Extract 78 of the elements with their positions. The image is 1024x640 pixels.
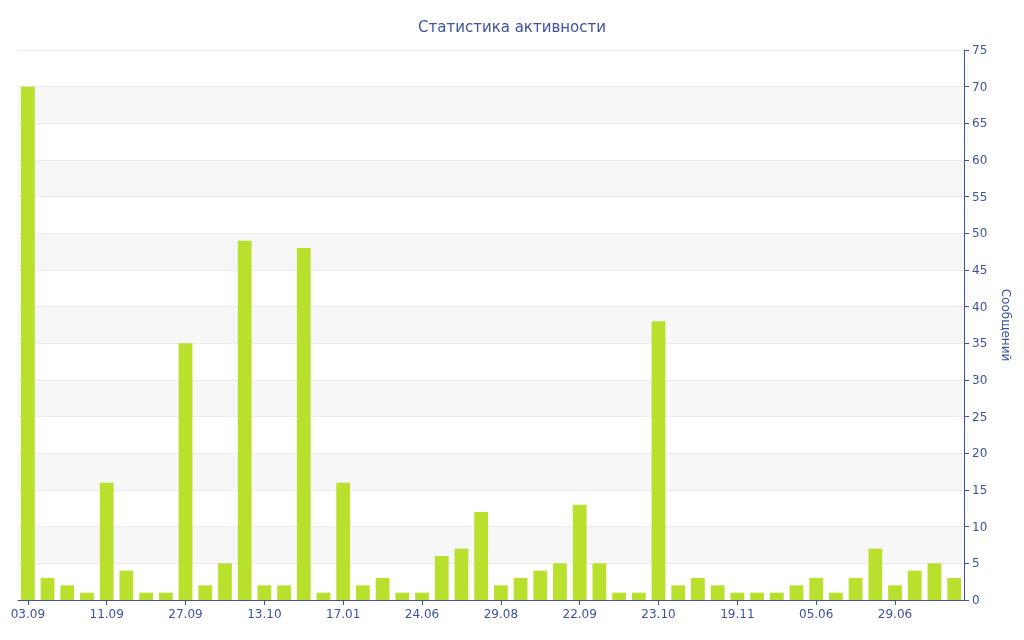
bar bbox=[454, 548, 469, 600]
y-tick-label: 65 bbox=[972, 116, 988, 131]
y-tick-label: 0 bbox=[972, 593, 980, 607]
y-tick-label: 30 bbox=[972, 373, 988, 387]
y-tick-label: 40 bbox=[972, 299, 988, 314]
x-tick-label: 22.09 bbox=[562, 607, 597, 621]
bar bbox=[513, 578, 528, 600]
x-tick-label: 13.10 bbox=[247, 607, 282, 621]
chart-title: Статистика активности bbox=[418, 17, 606, 36]
x-tick-label: 23.10 bbox=[641, 607, 676, 621]
bar bbox=[434, 556, 449, 600]
x-tick-label: 27.09 bbox=[168, 607, 203, 621]
bar bbox=[316, 592, 331, 600]
x-tick-label: 24.06 bbox=[404, 607, 440, 621]
y-axis-title: Сообщений bbox=[999, 288, 1013, 362]
bar bbox=[888, 585, 902, 600]
bar bbox=[139, 592, 153, 600]
bar bbox=[907, 570, 922, 600]
bar bbox=[671, 585, 686, 600]
y-tick-label: 20 bbox=[972, 446, 988, 461]
y-tick-label: 5 bbox=[972, 556, 980, 571]
x-tick-label: 03.09 bbox=[10, 607, 46, 621]
bar bbox=[533, 570, 548, 600]
bar bbox=[80, 592, 94, 600]
bar bbox=[848, 578, 863, 600]
bar bbox=[572, 504, 587, 600]
bar bbox=[789, 585, 804, 600]
x-tick-label: 11.09 bbox=[89, 607, 124, 621]
bar bbox=[198, 585, 213, 600]
bar bbox=[868, 548, 883, 600]
bar bbox=[218, 563, 232, 600]
bar bbox=[178, 343, 193, 600]
bar bbox=[710, 585, 725, 600]
y-tick-label: 75 bbox=[972, 43, 988, 57]
x-tick-label: 19.11 bbox=[720, 607, 755, 621]
bar bbox=[493, 585, 508, 600]
bar bbox=[158, 592, 173, 600]
bar bbox=[20, 86, 35, 600]
bar bbox=[474, 512, 489, 600]
bar bbox=[947, 578, 962, 600]
bar bbox=[829, 592, 843, 600]
bar bbox=[60, 585, 75, 600]
y-tick-label: 70 bbox=[972, 79, 988, 94]
x-tick-label: 29.08 bbox=[483, 607, 519, 621]
bar bbox=[40, 578, 55, 600]
y-tick-label: 50 bbox=[972, 226, 988, 241]
x-tick-label: 17.01 bbox=[326, 607, 361, 621]
bar bbox=[651, 321, 666, 600]
y-tick-label: 25 bbox=[972, 409, 988, 424]
bar bbox=[119, 570, 134, 600]
bar bbox=[356, 585, 370, 600]
y-tick-label: 55 bbox=[972, 189, 988, 204]
bar bbox=[809, 578, 824, 600]
bar bbox=[631, 592, 646, 600]
bar bbox=[769, 592, 784, 600]
bar bbox=[277, 585, 291, 600]
bar bbox=[395, 592, 410, 600]
y-tick-label: 15 bbox=[972, 483, 988, 497]
bar bbox=[375, 578, 390, 600]
bar bbox=[612, 592, 626, 600]
x-tick-label: 29.06 bbox=[877, 607, 913, 621]
bar bbox=[553, 563, 567, 600]
bar bbox=[99, 482, 114, 600]
bar bbox=[750, 592, 764, 600]
bar bbox=[592, 563, 607, 600]
bar bbox=[691, 578, 705, 600]
bar bbox=[927, 563, 942, 600]
y-tick-label: 10 bbox=[972, 519, 988, 534]
bar bbox=[296, 248, 311, 600]
bar bbox=[237, 240, 252, 600]
x-tick-label: 05.06 bbox=[799, 607, 834, 621]
bar bbox=[336, 482, 351, 600]
y-tick-label: 45 bbox=[972, 263, 988, 277]
bar bbox=[415, 592, 429, 600]
bar bbox=[730, 592, 745, 600]
y-tick-label: 35 bbox=[972, 336, 988, 351]
y-tick-label: 60 bbox=[972, 153, 988, 167]
bar bbox=[257, 585, 272, 600]
